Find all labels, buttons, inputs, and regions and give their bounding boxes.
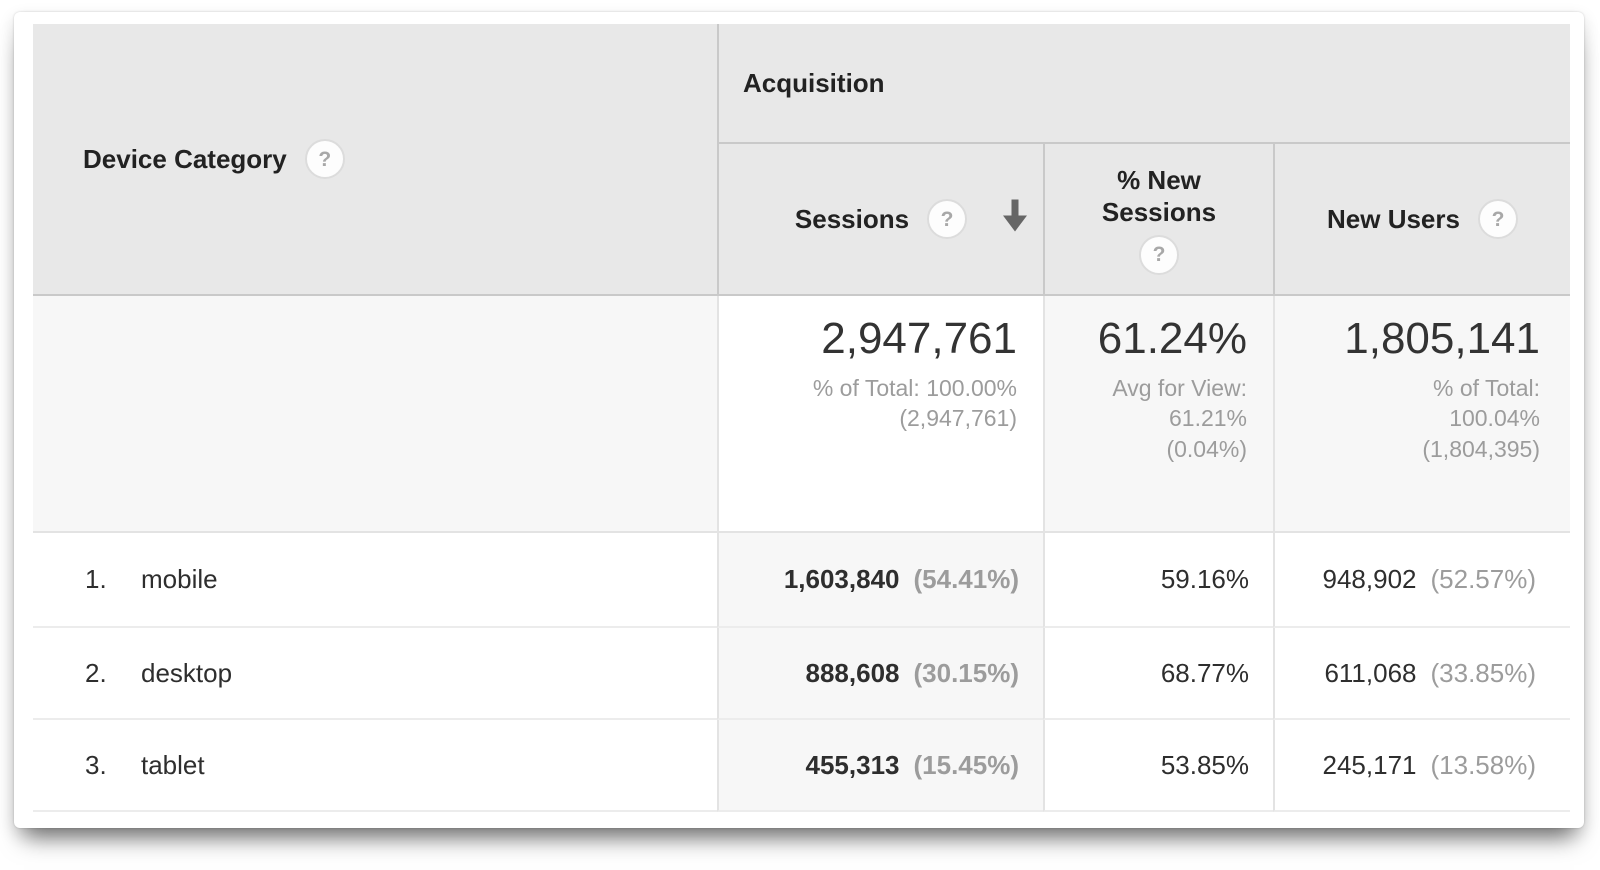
table-row-pct-new-sessions-cell: 68.77% (1043, 628, 1273, 720)
summary-device-category-cell (33, 296, 717, 533)
acquisition-label: Acquisition (743, 67, 885, 98)
row-rank: 2. (85, 657, 107, 688)
sessions-value: 455,313 (805, 749, 900, 780)
help-icon[interactable]: ? (927, 199, 968, 239)
summary-new-users-subline: 100.04% (1449, 405, 1540, 432)
table-row-device-cell: 3. tablet (33, 720, 717, 812)
summary-pct-new-sessions-subline: Avg for View: (1112, 374, 1247, 401)
sessions-value: 1,603,840 (783, 564, 900, 594)
table-row-new-users-cell: 948,902 (52.57%) (1273, 533, 1570, 628)
row-rank: 1. (85, 564, 107, 594)
summary-new-users-total: 1,805,141 (1344, 314, 1540, 363)
device-category-label: Device Category (83, 143, 287, 174)
summary-new-users-cell: 1,805,141 % of Total: 100.04% (1,804,395… (1273, 296, 1570, 533)
new-users-value: 611,068 (1324, 657, 1417, 688)
pct-new-sessions-label: % New Sessions (1101, 164, 1217, 228)
summary-new-users-subline: (1,804,395) (1422, 435, 1540, 462)
pct-new-sessions-value: 68.77% (1160, 657, 1249, 688)
group-header-acquisition[interactable]: Acquisition (717, 24, 1570, 144)
sessions-label: Sessions (794, 203, 910, 234)
sessions-share: (54.41%) (913, 564, 1020, 594)
device-category-table: Device Category ? Acquisition Sessions ?… (33, 24, 1570, 812)
summary-pct-new-sessions-total: 61.24% (1097, 314, 1247, 363)
column-header-sessions[interactable]: Sessions ? (717, 144, 1043, 296)
sessions-value: 888,608 (805, 657, 900, 688)
table-row-pct-new-sessions-cell: 59.16% (1043, 533, 1273, 628)
table-row-new-users-cell: 245,171 (13.58%) (1273, 720, 1570, 812)
column-header-pct-new-sessions[interactable]: % New Sessions ? (1043, 144, 1273, 296)
sessions-share: (15.45%) (913, 749, 1020, 780)
table-row-sessions-cell: 1,603,840 (54.41%) (717, 533, 1043, 628)
table-row-sessions-cell: 888,608 (30.15%) (717, 628, 1043, 720)
column-header-new-users[interactable]: New Users ? (1273, 144, 1570, 296)
summary-new-users-subline: % of Total: (1433, 374, 1540, 401)
summary-pct-new-sessions-subline: 61.21% (1168, 405, 1247, 432)
summary-pct-new-sessions-subline: (0.04%) (1166, 435, 1247, 462)
row-device-label: desktop (141, 657, 233, 688)
sort-descending-icon (999, 198, 1031, 241)
help-icon[interactable]: ? (1139, 234, 1179, 275)
pct-new-sessions-value: 53.85% (1160, 749, 1249, 780)
new-users-share: (52.57%) (1430, 564, 1537, 594)
table-row-new-users-cell: 611,068 (33.85%) (1273, 628, 1570, 720)
row-device-label: tablet (141, 749, 205, 780)
sessions-share: (30.15%) (913, 657, 1020, 688)
new-users-share: (33.85%) (1430, 657, 1537, 688)
table-row-pct-new-sessions-cell: 53.85% (1043, 720, 1273, 812)
summary-sessions-subline: % of Total: 100.00% (812, 374, 1017, 401)
row-device-label: mobile (141, 564, 218, 594)
new-users-value: 245,171 (1322, 749, 1417, 780)
new-users-label: New Users (1327, 203, 1460, 234)
summary-sessions-total: 2,947,761 (821, 314, 1017, 363)
pct-new-sessions-value: 59.16% (1160, 564, 1249, 594)
help-icon[interactable]: ? (304, 139, 345, 179)
row-rank: 3. (85, 749, 107, 780)
help-icon[interactable]: ? (1477, 199, 1518, 239)
new-users-share: (13.58%) (1430, 749, 1537, 780)
analytics-table-card: Device Category ? Acquisition Sessions ?… (14, 12, 1584, 828)
column-header-device-category: Device Category ? (33, 24, 717, 296)
new-users-value: 948,902 (1322, 564, 1417, 594)
summary-pct-new-sessions-cell: 61.24% Avg for View: 61.21% (0.04%) (1043, 296, 1273, 533)
summary-sessions-cell: 2,947,761 % of Total: 100.00% (2,947,761… (717, 296, 1043, 533)
table-row-device-cell: 1. mobile (33, 533, 717, 628)
table-row-device-cell: 2. desktop (33, 628, 717, 720)
table-row-sessions-cell: 455,313 (15.45%) (717, 720, 1043, 812)
summary-sessions-subline: (2,947,761) (899, 405, 1017, 432)
